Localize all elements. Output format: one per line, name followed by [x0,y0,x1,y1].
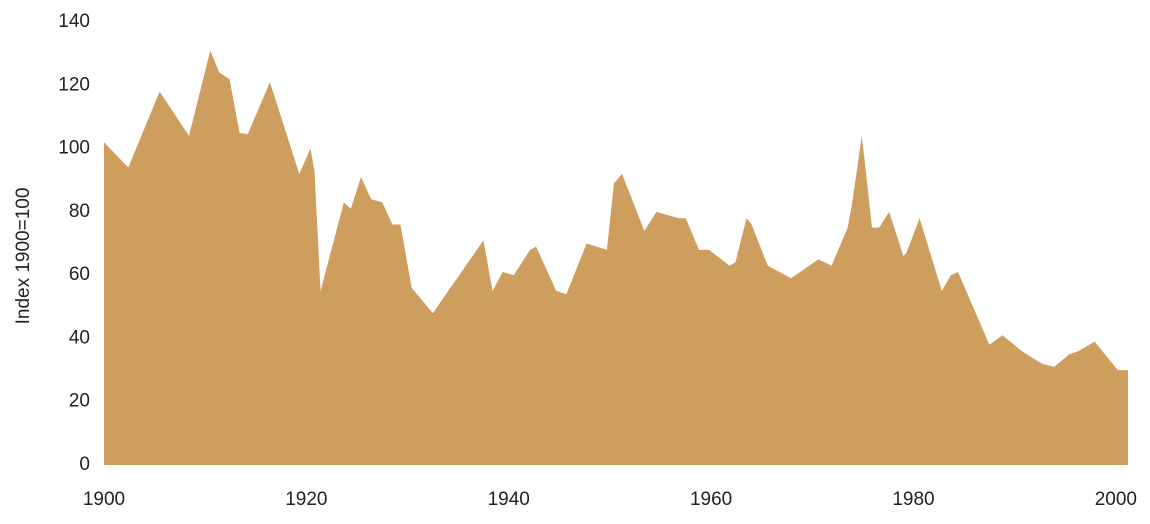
x-tick-label: 2000 [1095,489,1137,510]
y-axis-label: Index 1900=100 [13,188,34,325]
x-tick-label: 1920 [285,489,327,510]
x-tick-label: 1940 [488,489,530,510]
area [104,50,1128,465]
y-tick-label: 140 [58,11,90,32]
y-tick-label: 20 [69,391,90,412]
y-tick-label: 120 [58,74,90,95]
y-tick-label: 100 [58,138,90,159]
x-tick-label: 1900 [83,489,125,510]
y-tick-label: 0 [79,454,90,475]
x-tick-label: 1980 [892,489,934,510]
x-tick-label: 1960 [690,489,732,510]
y-tick-label: 60 [69,264,90,285]
y-tick-label: 40 [69,327,90,348]
y-tick-label: 80 [69,201,90,222]
